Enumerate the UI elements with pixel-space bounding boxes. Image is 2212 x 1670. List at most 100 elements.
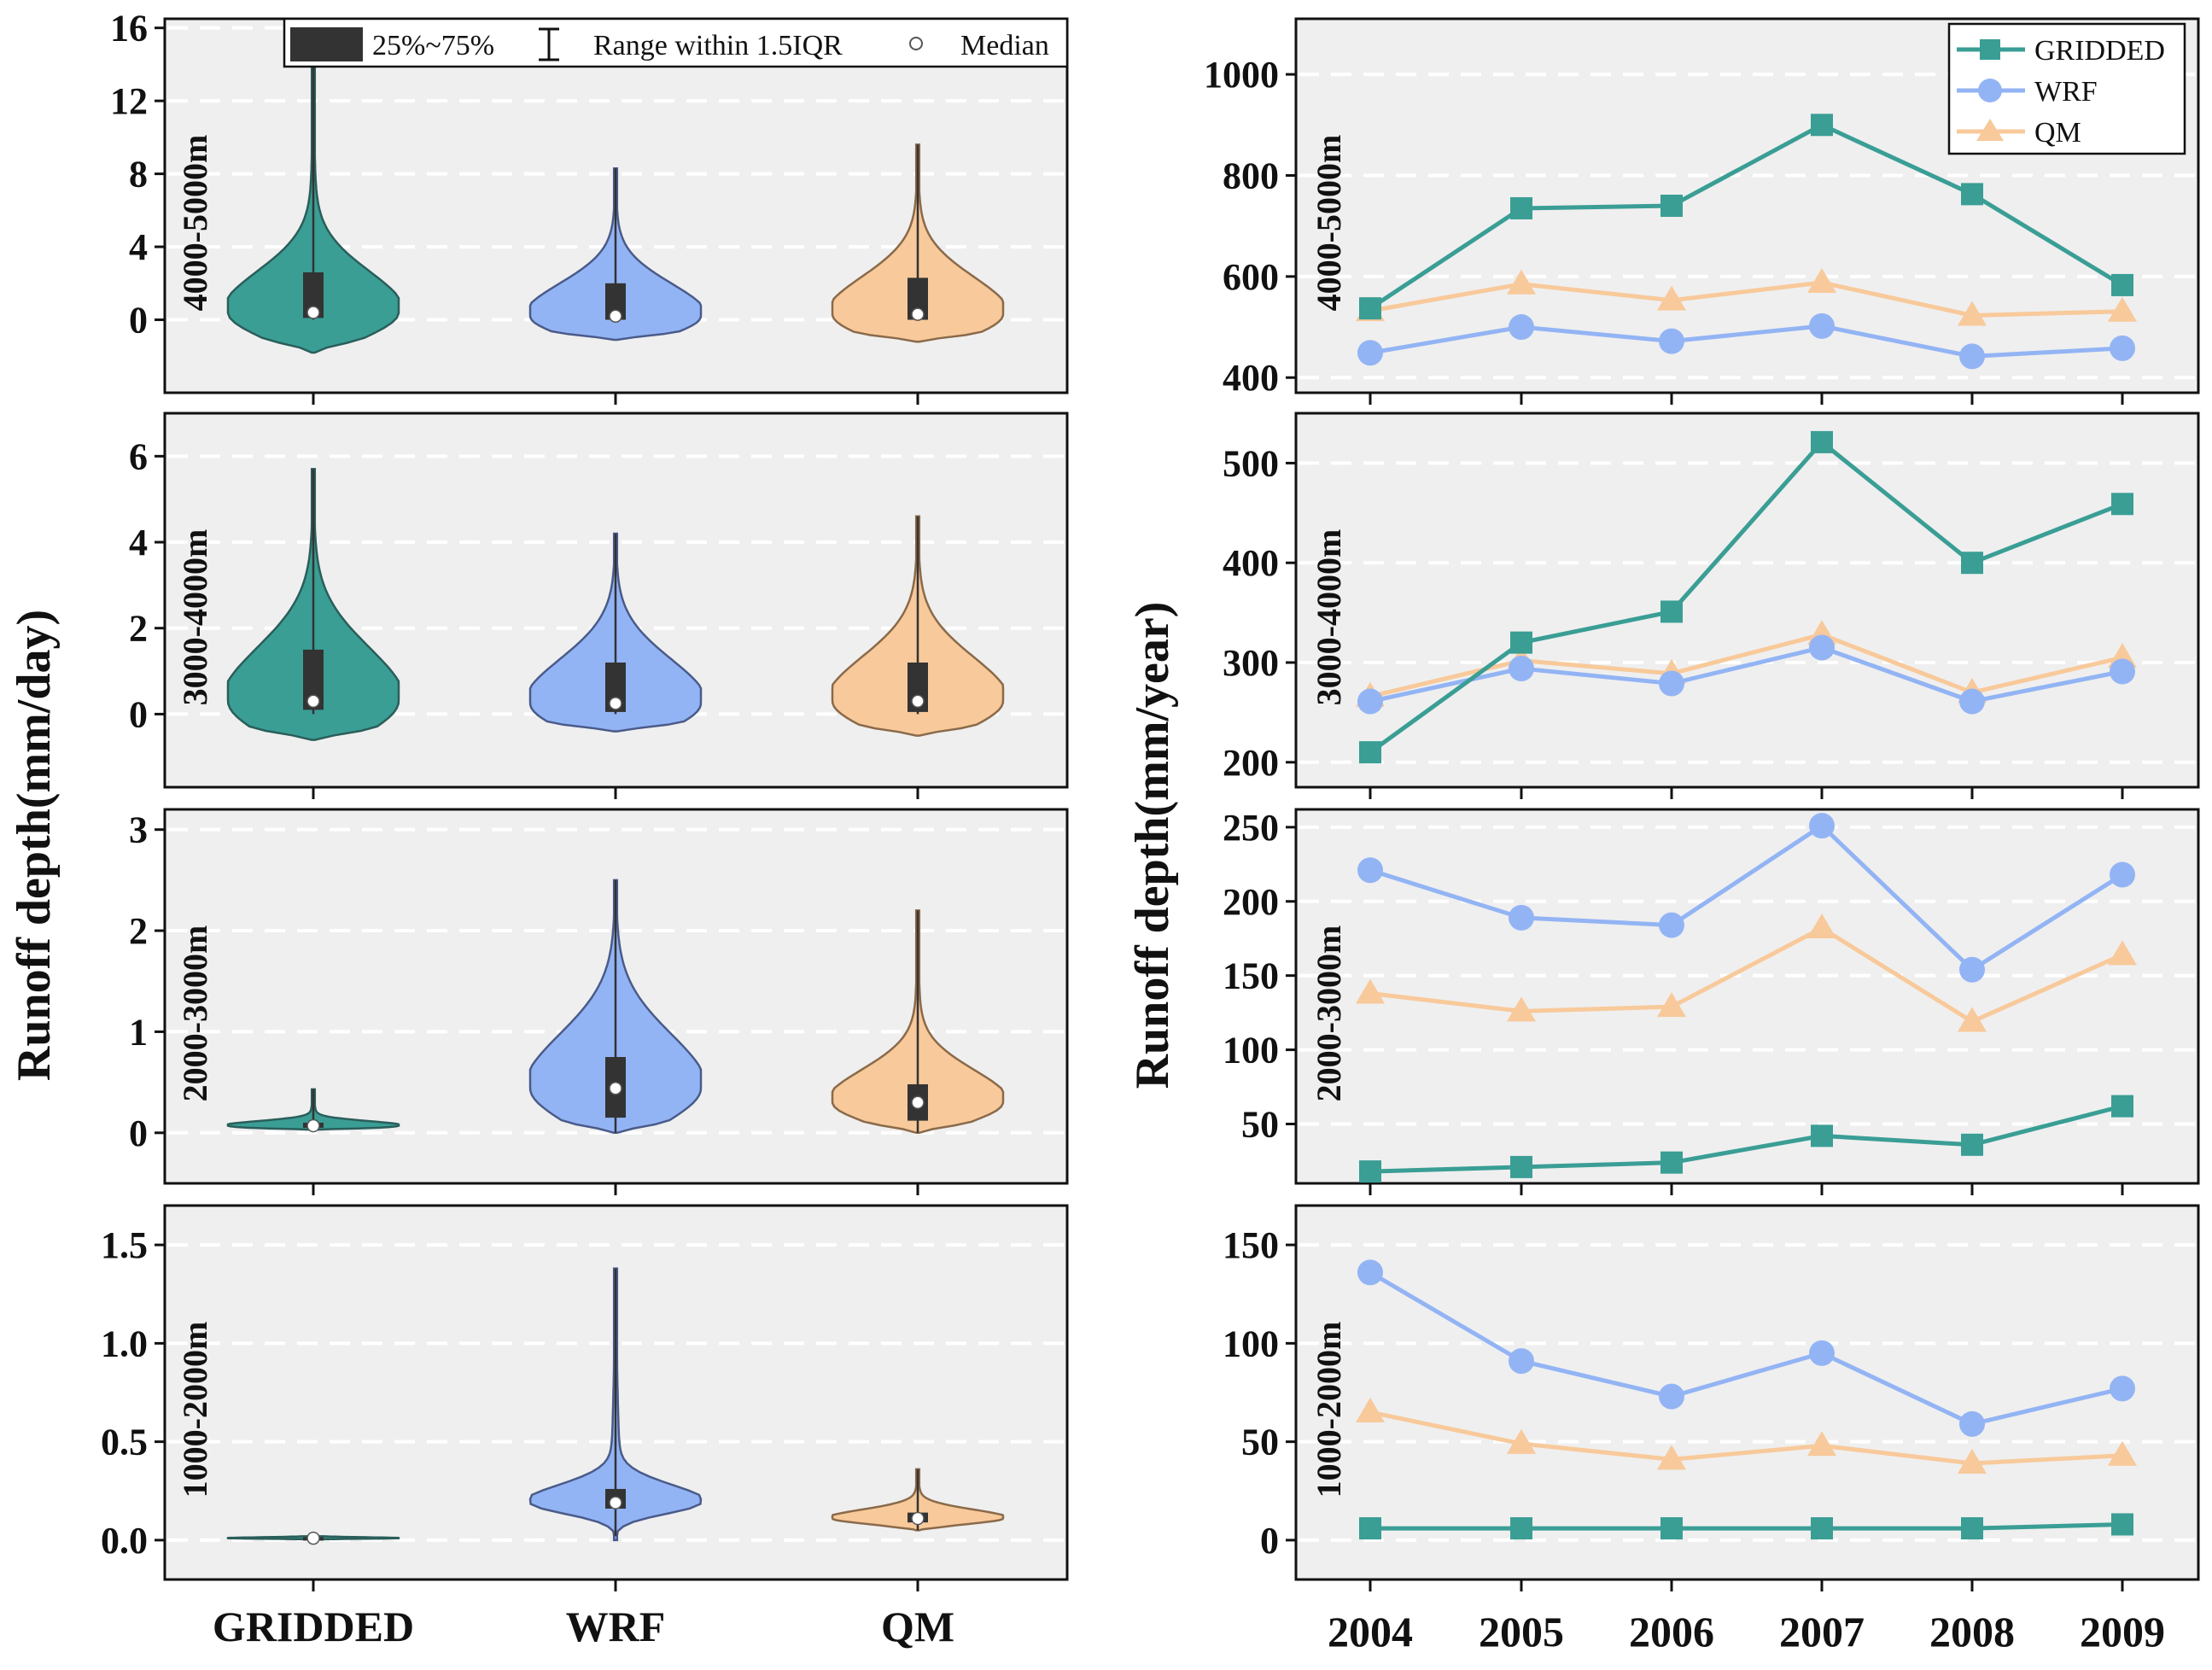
y-tick-label: 3 — [129, 809, 148, 851]
y-tick-label: 400 — [1223, 542, 1279, 584]
marker-gridded — [1359, 1160, 1381, 1183]
y-tick-label: 200 — [1223, 742, 1279, 784]
y-tick-label: 1.0 — [101, 1323, 148, 1364]
y-tick-label: 0 — [129, 300, 148, 342]
y-tick-label: 400 — [1223, 357, 1279, 399]
y-tick-label: 1.5 — [101, 1224, 148, 1266]
legend-median-marker — [909, 37, 923, 50]
marker-wrf — [2110, 1375, 2135, 1402]
marker-wrf — [1959, 343, 1985, 370]
x-category-label: WRF — [566, 1603, 666, 1650]
median-qm — [911, 694, 925, 709]
median-qm — [911, 307, 925, 321]
legend-marker-gridded — [1980, 39, 2000, 60]
marker-gridded — [1961, 1133, 1983, 1156]
marker-gridded — [1811, 1517, 1833, 1540]
marker-wrf — [1659, 912, 1684, 938]
y-tick-label: 6 — [129, 435, 148, 477]
series-line-gridded — [1369, 122, 2124, 311]
series-line-qm — [1369, 632, 2123, 699]
y-tick-label: 100 — [1223, 1323, 1279, 1364]
marker-qm — [1958, 1007, 1987, 1032]
region-label: 4000-5000m — [1310, 135, 1348, 312]
y-tick-label: 150 — [1223, 955, 1279, 997]
median-gridded — [306, 1531, 320, 1545]
legend-box — [283, 17, 1069, 68]
plot-area — [1294, 412, 2200, 789]
marker-qm — [1657, 992, 1686, 1018]
marker-wrf — [1959, 688, 1985, 715]
violin-legend: 25%~75% Range within 1.5IQR Median — [283, 17, 1069, 68]
violin-panel-4000-5000m: 0 4 8 12 16 4000-5000m — [110, 8, 1069, 405]
marker-qm — [1356, 978, 1385, 1004]
marker-wrf — [1357, 1259, 1383, 1286]
series-line-gridded — [1370, 1521, 2123, 1531]
marker-wrf — [2110, 658, 2135, 685]
y-tick-label: 100 — [1223, 1030, 1279, 1071]
x-year-label: 2006 — [1629, 1608, 1714, 1655]
legend-median-label: Median — [960, 30, 1049, 61]
median-qm — [911, 1095, 925, 1110]
median-wrf — [609, 1081, 622, 1095]
marker-wrf — [1809, 1340, 1835, 1366]
marker-gridded — [1510, 196, 1532, 219]
marker-qm — [1657, 1445, 1686, 1470]
marker-wrf — [2110, 335, 2135, 361]
marker-wrf — [1357, 688, 1383, 715]
panels: 04812164000-5000m02463000-4000m01232000-… — [101, 8, 2200, 1655]
x-year-label: 2005 — [1479, 1608, 1564, 1655]
marker-qm — [1958, 1448, 1987, 1474]
marker-qm — [1507, 1428, 1536, 1454]
legend-iqr-swatch — [290, 27, 363, 61]
marker-qm — [1807, 1431, 1836, 1457]
marker-wrf — [1809, 813, 1835, 839]
plot-area — [1294, 808, 2200, 1185]
y-tick-label: 300 — [1223, 642, 1279, 684]
marker-qm — [2108, 940, 2137, 966]
region-label: 3000-4000m — [176, 529, 214, 706]
y-tick-label: 600 — [1223, 256, 1279, 298]
marker-gridded — [1660, 1517, 1683, 1540]
x-year-label: 2004 — [1328, 1608, 1413, 1655]
legend-label-gridded: GRIDDED — [2034, 35, 2165, 67]
left-y-axis-title: Runoff depth(mm/day) — [8, 610, 61, 1081]
region-label: 1000-2000m — [1310, 1322, 1348, 1498]
series-line-wrf — [1369, 822, 2124, 972]
series-line-qm — [1369, 926, 2124, 1025]
marker-qm — [2108, 1440, 2137, 1466]
marker-wrf — [1809, 312, 1835, 339]
y-tick-label: 0 — [1260, 1520, 1279, 1562]
y-tick-label: 1000 — [1204, 54, 1279, 96]
marker-wrf — [1659, 670, 1684, 697]
y-tick-label: 50 — [1241, 1103, 1279, 1145]
y-tick-label: 150 — [1223, 1224, 1279, 1266]
series-line-wrf — [1369, 324, 2123, 359]
x-category-label: GRIDDED — [213, 1603, 414, 1650]
marker-wrf — [1509, 904, 1534, 931]
y-tick-label: 250 — [1223, 807, 1279, 849]
marker-gridded — [1660, 195, 1683, 217]
y-tick-label: 1 — [129, 1011, 148, 1053]
marker-wrf — [1357, 857, 1383, 884]
marker-gridded — [1660, 1151, 1683, 1174]
region-label: 2000-3000m — [1310, 926, 1348, 1102]
y-tick-label: 2 — [129, 608, 148, 650]
x-year-label: 2009 — [2080, 1608, 2165, 1655]
marker-gridded — [1961, 1517, 1983, 1540]
marker-gridded — [1359, 297, 1381, 320]
marker-gridded — [1510, 1155, 1532, 1178]
marker-wrf — [1959, 1410, 1985, 1437]
violin-panel-2000-3000m: 0 1 2 3 2000-3000m — [129, 808, 1069, 1195]
legend-label-qm: QM — [2034, 117, 2081, 149]
y-tick-label: 800 — [1223, 155, 1279, 196]
y-tick-label: 4 — [129, 522, 148, 563]
y-tick-label: 0 — [129, 1112, 148, 1154]
region-label: 1000-2000m — [176, 1322, 214, 1498]
legend-iqr-label: 25%~75% — [372, 30, 494, 61]
marker-gridded — [1510, 631, 1532, 654]
marker-qm — [1507, 996, 1536, 1022]
marker-qm — [1356, 1398, 1385, 1423]
y-tick-label: 500 — [1223, 442, 1279, 484]
x-category-label: QM — [881, 1603, 954, 1650]
marker-gridded — [1811, 1124, 1833, 1147]
